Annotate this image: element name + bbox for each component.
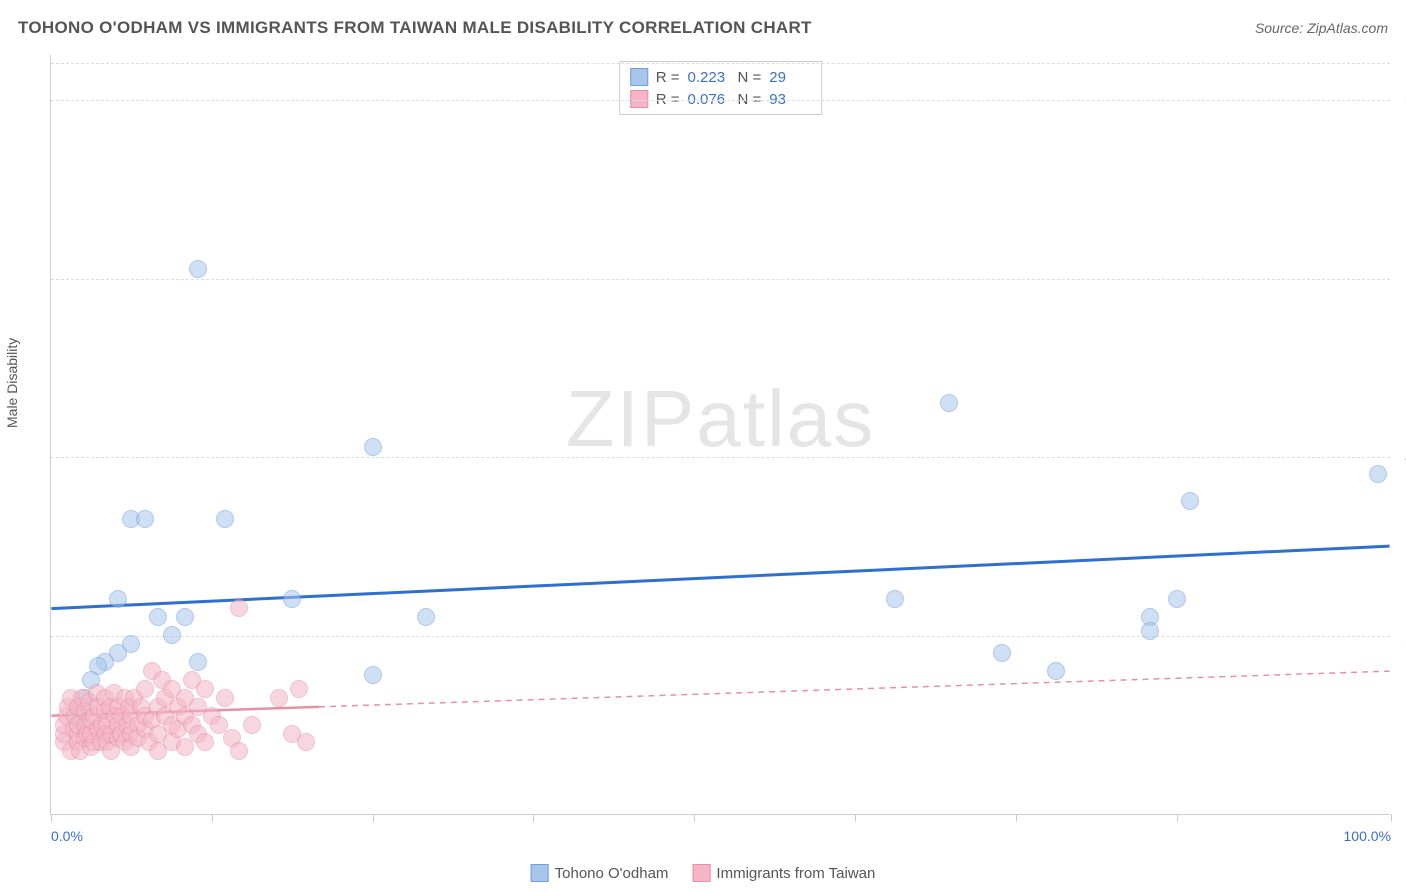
data-point (297, 733, 315, 751)
data-point (993, 644, 1011, 662)
data-point (109, 590, 127, 608)
x-tick (373, 814, 374, 822)
data-point (940, 394, 958, 412)
data-point (216, 689, 234, 707)
data-point (417, 608, 435, 626)
x-tick (51, 814, 52, 822)
data-point (290, 680, 308, 698)
legend-label: Immigrants from Taiwan (716, 865, 875, 882)
data-point (1369, 465, 1387, 483)
trendlines (51, 55, 1390, 814)
legend-swatch (692, 864, 710, 882)
gridline (51, 63, 1390, 64)
data-point (189, 653, 207, 671)
x-tick-label: 100.0% (1344, 828, 1391, 844)
scatter-chart: ZIPatlas R =0.223N =29R =0.076N =93 20.0… (50, 55, 1390, 815)
chart-source: Source: ZipAtlas.com (1255, 20, 1388, 36)
x-tick (1391, 814, 1392, 822)
data-point (176, 608, 194, 626)
data-point (364, 666, 382, 684)
x-tick (855, 814, 856, 822)
data-point (176, 738, 194, 756)
data-point (364, 438, 382, 456)
data-point (136, 510, 154, 528)
data-point (136, 680, 154, 698)
data-point (270, 689, 288, 707)
data-point (163, 626, 181, 644)
gridline (51, 279, 1390, 280)
stats-legend: R =0.223N =29R =0.076N =93 (619, 61, 823, 115)
legend-swatch (531, 864, 549, 882)
x-tick-label: 0.0% (51, 828, 83, 844)
stat-n-label: N = (738, 69, 762, 86)
stats-row: R = 0.223 N = 29 (630, 66, 812, 88)
stat-r-value: 0.223 (688, 69, 730, 86)
data-point (230, 599, 248, 617)
data-point (149, 608, 167, 626)
data-point (1047, 662, 1065, 680)
data-point (196, 680, 214, 698)
data-point (243, 716, 261, 734)
y-axis-label: Male Disability (4, 338, 20, 428)
x-tick (694, 814, 695, 822)
legend-swatch (630, 68, 648, 86)
chart-title: TOHONO O'ODHAM VS IMMIGRANTS FROM TAIWAN… (18, 18, 812, 38)
legend-item: Immigrants from Taiwan (692, 864, 875, 882)
data-point (1181, 492, 1199, 510)
data-point (216, 510, 234, 528)
data-point (196, 733, 214, 751)
x-tick (1016, 814, 1017, 822)
gridline (51, 636, 1390, 637)
x-tick (212, 814, 213, 822)
x-tick (533, 814, 534, 822)
stat-r-label: R = (656, 69, 680, 86)
stat-n-value: 29 (769, 69, 811, 86)
data-point (189, 260, 207, 278)
data-point (886, 590, 904, 608)
x-tick (1177, 814, 1178, 822)
data-point (1168, 590, 1186, 608)
watermark: ZIPatlas (566, 373, 875, 465)
data-point (283, 590, 301, 608)
gridline (51, 100, 1390, 101)
data-point (230, 742, 248, 760)
data-point (1141, 622, 1159, 640)
legend-label: Tohono O'odham (555, 865, 669, 882)
gridline (51, 457, 1390, 458)
legend-item: Tohono O'odham (531, 864, 669, 882)
series-legend: Tohono O'odham Immigrants from Taiwan (531, 864, 876, 882)
